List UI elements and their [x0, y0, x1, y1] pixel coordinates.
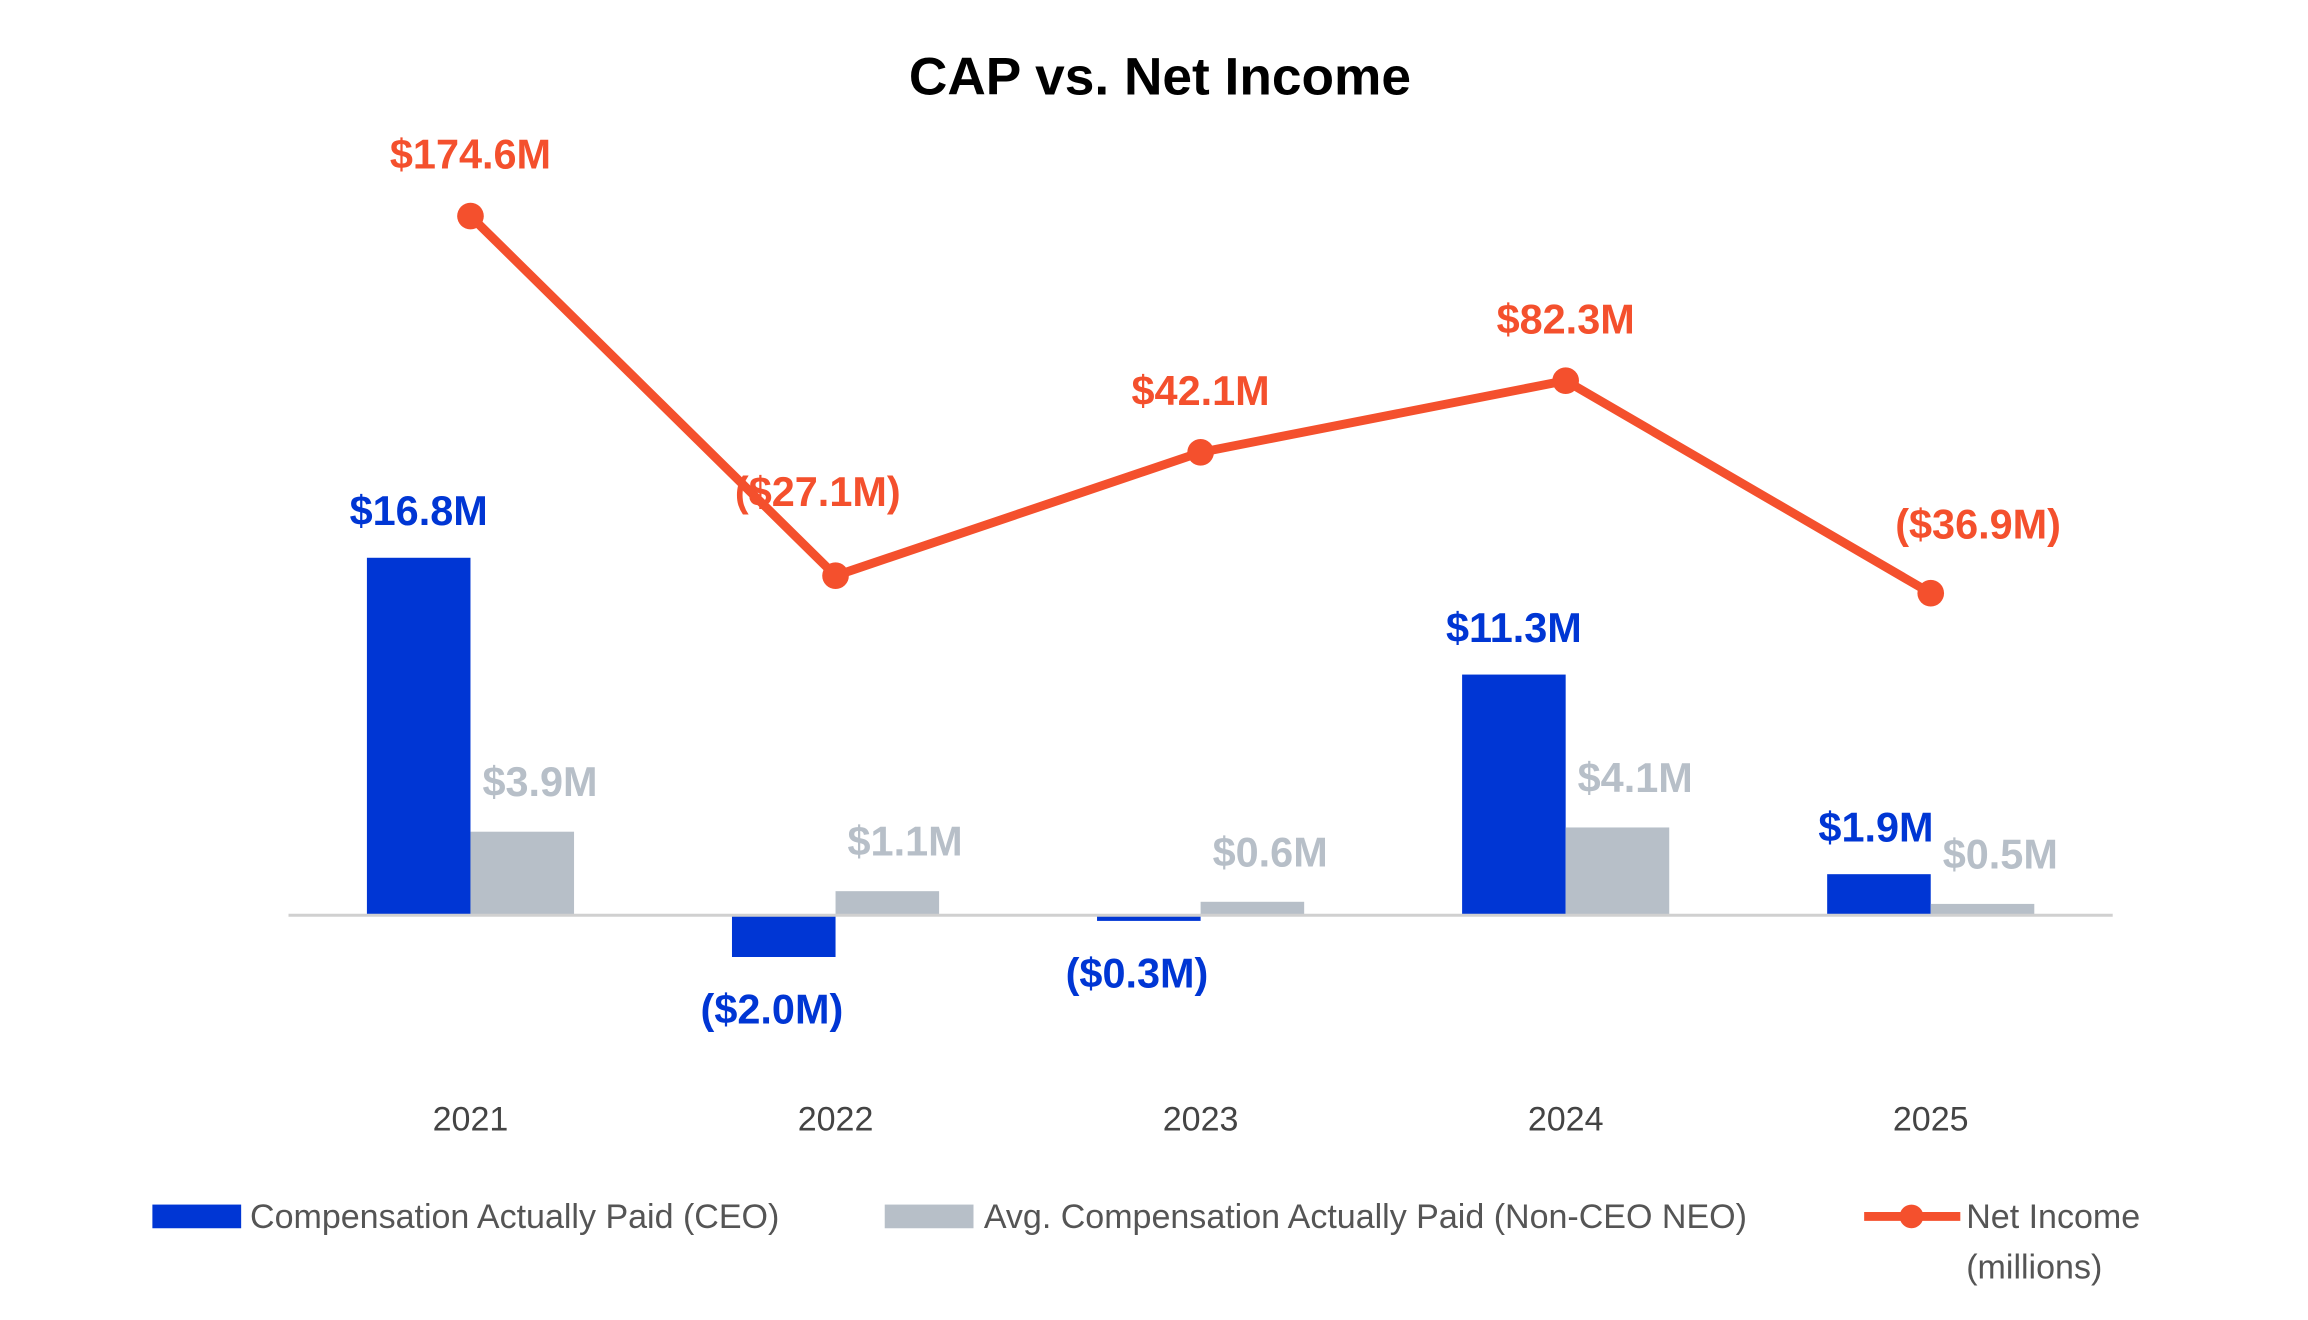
x-tick-label: 2024	[1528, 1101, 1604, 1139]
data-label-neo: $0.5M	[1943, 830, 2058, 877]
x-tick-label: 2025	[1893, 1101, 1969, 1139]
net-income-point-2021	[457, 202, 484, 230]
legend-label-neo: Avg. Compensation Actually Paid (Non-CEO…	[984, 1198, 1747, 1236]
bar-neo-2023	[1200, 901, 1305, 915]
net-income-point-2025	[1917, 579, 1945, 607]
legend-marker-net-income	[1899, 1204, 1924, 1229]
data-label-net-income: $174.6M	[390, 131, 551, 178]
data-label-neo: $3.9M	[482, 758, 597, 805]
data-label-net-income: ($36.9M)	[1895, 500, 2061, 547]
x-tick-label: 2022	[798, 1101, 874, 1139]
data-label-neo: $0.6M	[1213, 828, 1328, 875]
legend-label-net-income-unit: (millions)	[1966, 1249, 2102, 1287]
legend: Compensation Actually Paid (CEO) Avg. Co…	[152, 1198, 2140, 1287]
legend-label-net-income: Net Income	[1966, 1198, 2140, 1236]
data-label-ceo: ($2.0M)	[701, 986, 844, 1033]
bar-neo-2021	[470, 831, 575, 915]
legend-label-ceo: Compensation Actually Paid (CEO)	[250, 1198, 779, 1236]
bar-ceo-2025	[1827, 874, 1931, 915]
bar-neo-2025	[1930, 903, 2035, 915]
data-label-ceo: $16.8M	[350, 487, 488, 534]
net-income-point-2023	[1187, 439, 1214, 466]
data-label-ceo: $1.9M	[1818, 804, 1933, 851]
x-tick-label: 2023	[1163, 1101, 1239, 1139]
legend-swatch-neo	[884, 1204, 974, 1229]
data-label-neo: $4.1M	[1578, 754, 1693, 801]
bar-ceo-2024	[1462, 674, 1566, 915]
bar-ceo-2021	[366, 557, 471, 915]
bar-neo-2022	[835, 891, 940, 915]
data-label-neo: $1.1M	[848, 818, 963, 865]
data-label-net-income: $42.1M	[1132, 367, 1270, 414]
data-label-ceo: ($0.3M)	[1066, 949, 1209, 996]
chart-title: CAP vs. Net Income	[909, 48, 1411, 107]
data-label-ceo: $11.3M	[1446, 604, 1582, 651]
net-income-point-2024	[1552, 367, 1579, 394]
net-income-point-2022	[822, 562, 849, 590]
bar-neo-2024	[1565, 827, 1670, 915]
data-label-net-income: ($27.1M)	[735, 468, 901, 515]
bar-ceo-2022	[731, 914, 836, 957]
x-tick-label: 2021	[433, 1101, 509, 1139]
bar-ceo-2023	[1097, 914, 1201, 921]
data-label-net-income: $82.3M	[1497, 295, 1635, 342]
legend-swatch-ceo	[152, 1204, 242, 1229]
